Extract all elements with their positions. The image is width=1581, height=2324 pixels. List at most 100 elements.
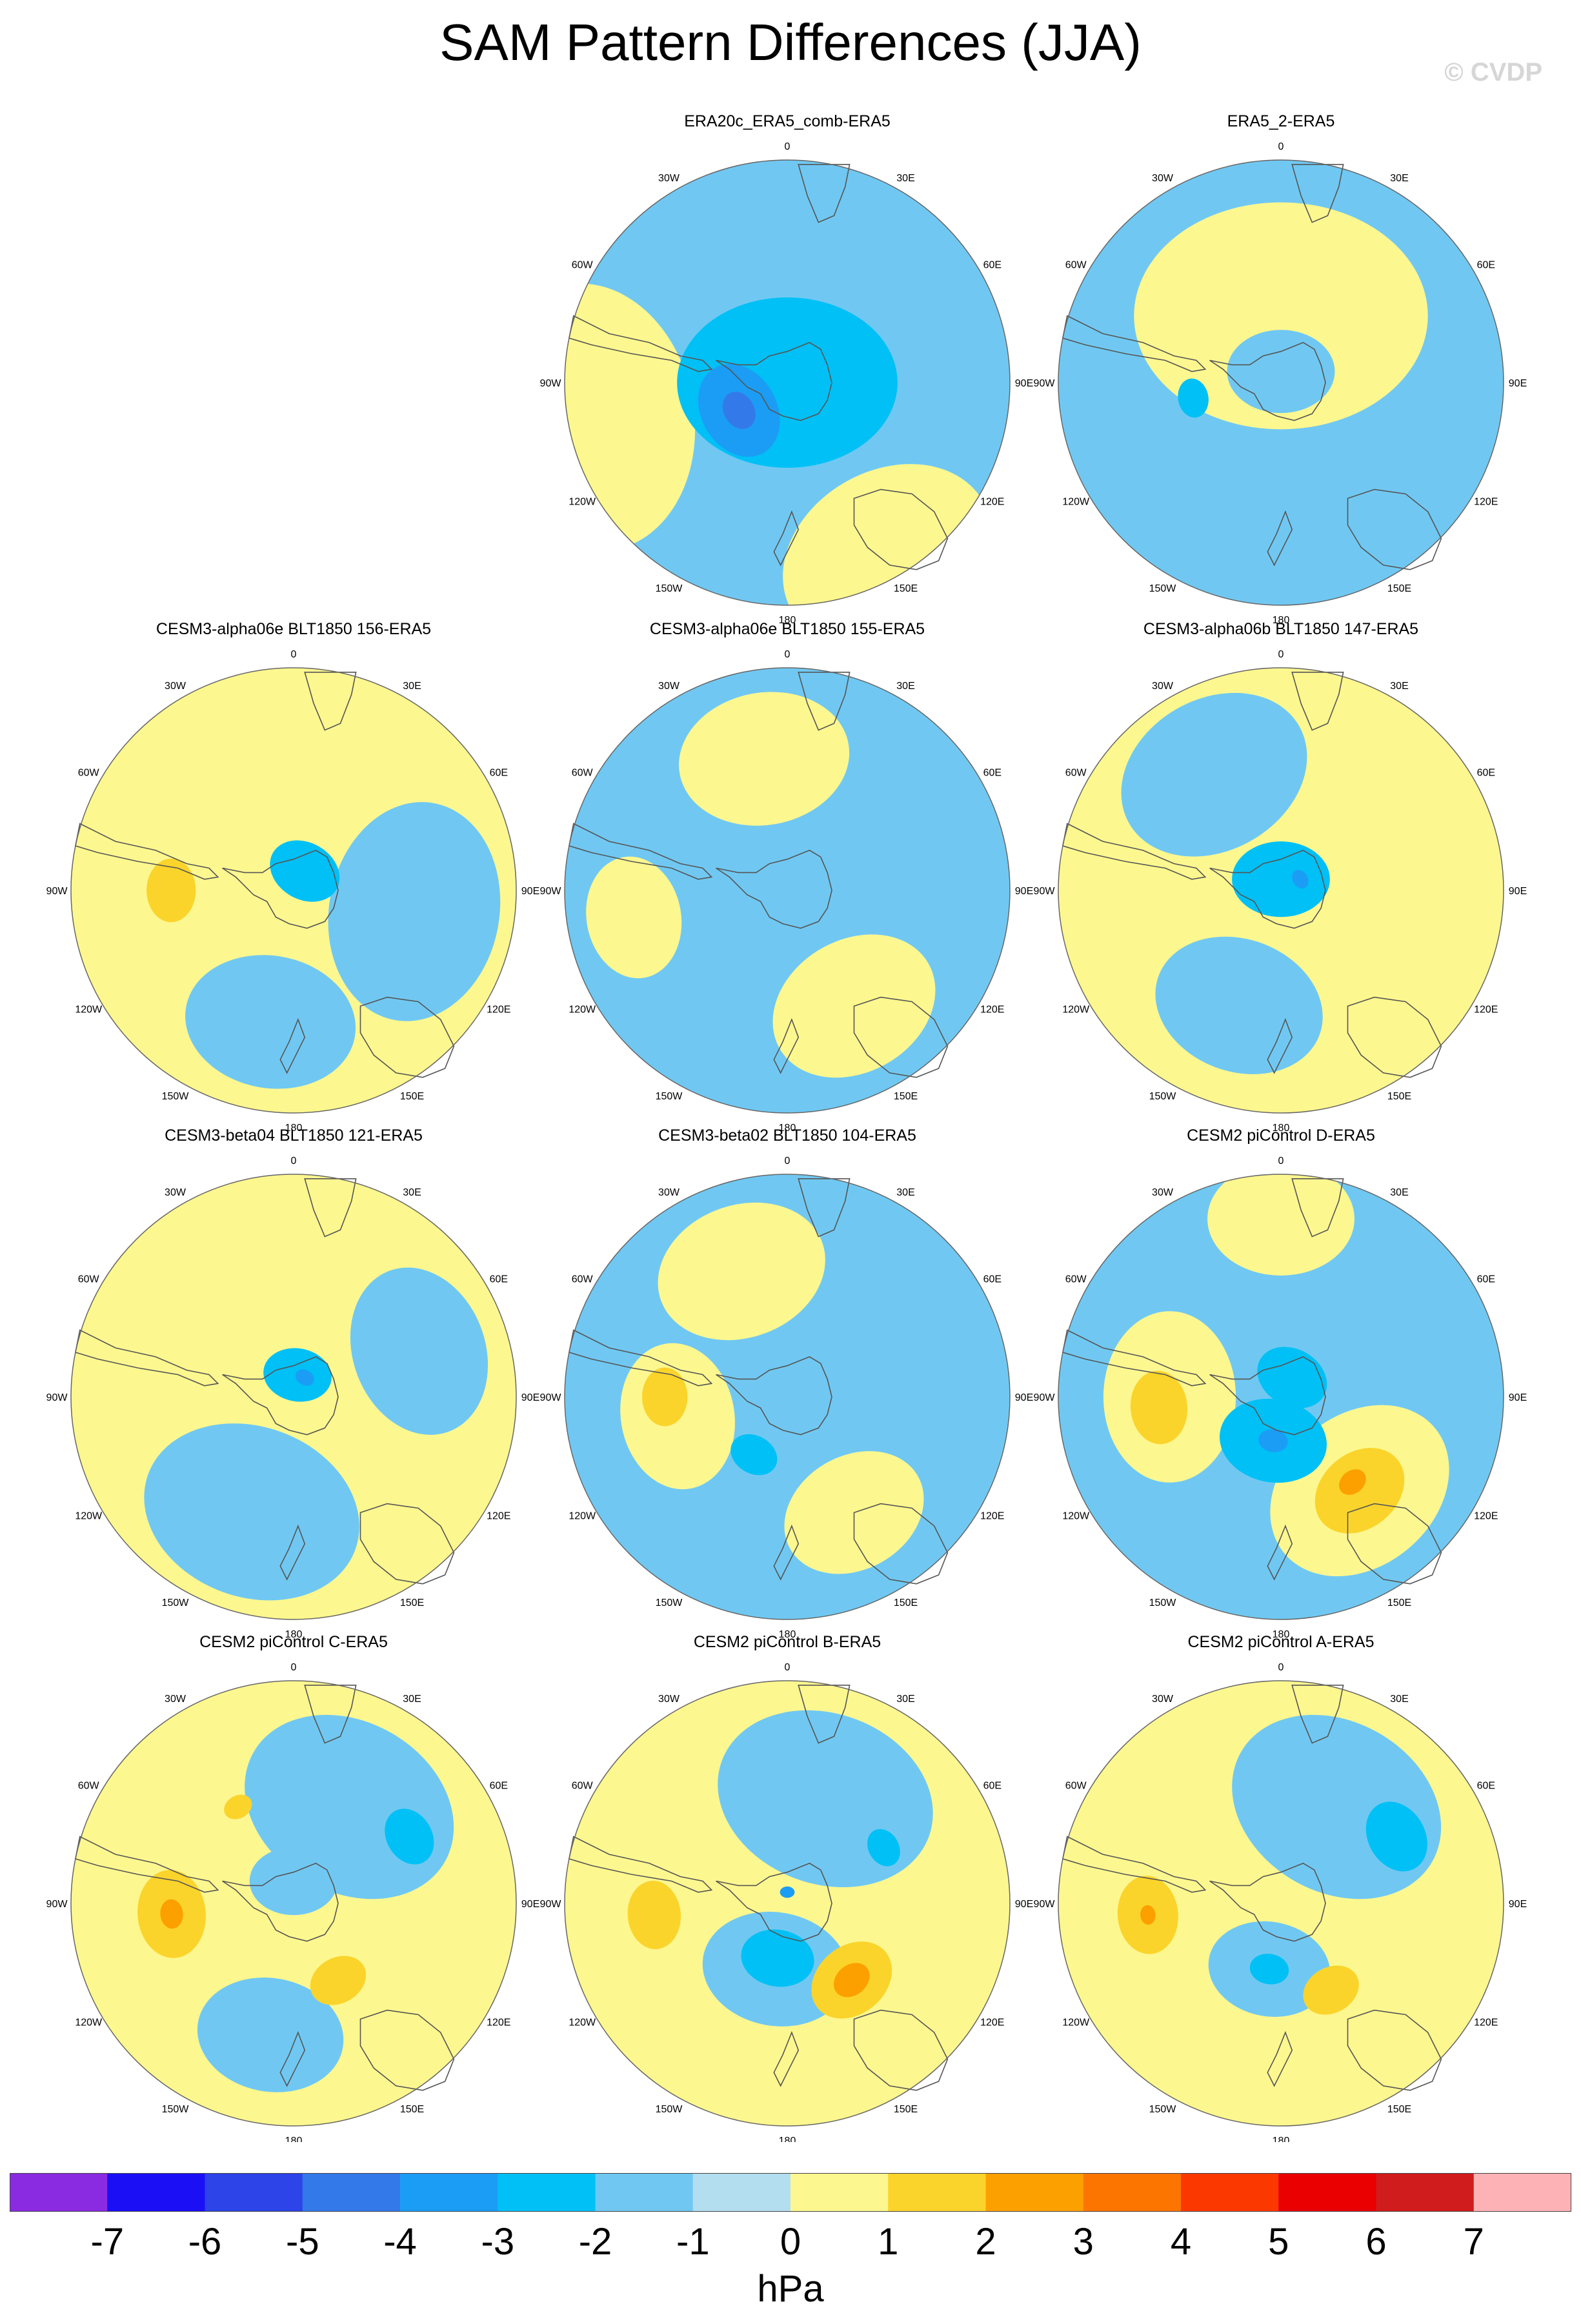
longitude-label: 150W (162, 1598, 190, 1608)
colorbar-label: -6 (188, 2221, 222, 2263)
longitude-label: 120E (487, 1005, 510, 1016)
contour-blob (1292, 870, 1309, 889)
contour-blob (197, 1978, 344, 2092)
contour-blob (658, 1202, 825, 1341)
longitude-label: 90E (1509, 886, 1527, 897)
contour-features (1134, 202, 1428, 430)
longitude-label: 90W (540, 886, 562, 897)
antarctica-coast (716, 1356, 832, 1436)
longitude-label: 180 (285, 2136, 303, 2142)
map-panel: CESM2 piControl A-ERA5 0 30E 60E 90E 120E 150E… (1034, 1633, 1527, 2142)
contour-blob (679, 692, 850, 826)
longitude-label: 150W (1149, 1091, 1177, 1102)
longitude-label: 150W (1149, 583, 1177, 594)
contour-blob (780, 1886, 795, 1898)
map-rim (564, 1680, 1011, 2127)
contour-blob (1227, 330, 1335, 414)
longitude-label: 60E (490, 768, 508, 779)
africa-coast (304, 1178, 357, 1237)
longitude-label: 120E (980, 497, 1004, 508)
colorbar-label: 6 (1365, 2221, 1387, 2263)
new-zealand-coast (773, 1017, 800, 1074)
coastlines (1062, 164, 1442, 570)
colorbar-label: 5 (1268, 2221, 1289, 2263)
longitude-label: 90W (1034, 378, 1056, 389)
longitude-label: 60E (1477, 768, 1495, 779)
longitude-label: 120E (1474, 1005, 1498, 1016)
longitude-label: 120E (1474, 1511, 1498, 1522)
longitude-label: 150W (656, 1091, 683, 1102)
longitude-label: 60E (490, 1274, 508, 1285)
map-panel: CESM3-beta02 BLT1850 104-ERA5 0 30E 60E 90E 1… (540, 1127, 1034, 1640)
map-panels: ERA20c_ERA5_comb-ERA5 0 30E 60E 90E 120E 150E 1… (46, 112, 1527, 2142)
longitude-label: 150W (656, 2104, 683, 2115)
map-rim (1058, 1174, 1504, 1620)
longitude-label: 120E (980, 2018, 1004, 2028)
colorbar-label: -4 (383, 2221, 417, 2263)
contour-blob (1257, 1347, 1327, 1408)
contour-blob (741, 1929, 814, 1987)
africa-coast (1291, 1178, 1344, 1237)
south-america-coast (568, 823, 713, 880)
coastlines (568, 1685, 949, 2091)
longitude-label: 180 (285, 1123, 303, 1134)
antarctica-coast (222, 1863, 339, 1942)
south-america-coast (1062, 1836, 1207, 1893)
contour-blob (627, 1880, 681, 1950)
colorbar-swatch (1181, 2173, 1279, 2212)
longitude-label: 30E (1390, 1187, 1408, 1198)
longitude-label: 60W (572, 260, 594, 271)
longitude-label: 150E (400, 1598, 424, 1608)
colorbar-swatch (888, 2173, 986, 2212)
longitude-label: 90E (1509, 1899, 1527, 1910)
longitude-label: 60E (983, 260, 1002, 271)
longitude-label: 0 (291, 649, 297, 660)
longitude-label: 90W (540, 1392, 562, 1403)
australia-coast (1347, 996, 1442, 1078)
contour-features (620, 1202, 924, 1574)
longitude-label: 60E (1477, 1274, 1495, 1285)
contour-blob (730, 1434, 778, 1476)
colorbar-label: 1 (878, 2221, 899, 2263)
colorbar-label: 4 (1170, 2221, 1192, 2263)
coastlines (74, 1178, 455, 1585)
new-zealand-coast (279, 2030, 306, 2087)
longitude-label: 60W (1065, 768, 1087, 779)
longitude-label: 30E (896, 173, 914, 184)
longitude-label: 120W (1062, 2018, 1090, 2028)
longitude-label: 90W (46, 1899, 68, 1910)
africa-coast (798, 164, 851, 223)
new-zealand-coast (1267, 1017, 1293, 1074)
longitude-label: 60E (1477, 260, 1495, 271)
south-america-coast (74, 1836, 219, 1893)
australia-coast (1347, 488, 1442, 570)
africa-coast (798, 1178, 851, 1237)
contour-blob (385, 1808, 434, 1865)
map-rim (564, 1174, 1011, 1620)
new-zealand-coast (1267, 2030, 1293, 2087)
south-america-coast (1062, 823, 1207, 880)
contour-blob (328, 802, 501, 1021)
longitude-label: 120W (75, 1511, 103, 1522)
colorbar-swatch (205, 2173, 303, 2212)
africa-coast (798, 672, 851, 731)
longitude-label: 120E (1474, 2018, 1498, 2028)
australia-coast (853, 2009, 949, 2091)
longitude-label: 60W (78, 1274, 100, 1285)
longitude-label: 90W (540, 378, 562, 389)
panel-title: CESM3-alpha06b BLT1850 147-ERA5 (1143, 620, 1418, 638)
longitude-label: 30W (165, 1187, 186, 1198)
contour-blob (1207, 1174, 1354, 1276)
contour-blob (295, 1369, 314, 1386)
new-zealand-coast (773, 1524, 800, 1581)
longitude-label: 60W (78, 768, 100, 779)
longitude-label: 120W (75, 1005, 103, 1016)
colorbar-frame (10, 2173, 1571, 2212)
contour-blob (1232, 841, 1330, 917)
longitude-label: 30E (403, 681, 421, 692)
new-zealand-coast (1267, 1524, 1293, 1581)
longitude-label: 120E (980, 1511, 1004, 1522)
colorbar-units: hPa (757, 2268, 824, 2310)
longitude-label: 180 (1273, 1123, 1290, 1134)
contour-blob (350, 1267, 488, 1435)
